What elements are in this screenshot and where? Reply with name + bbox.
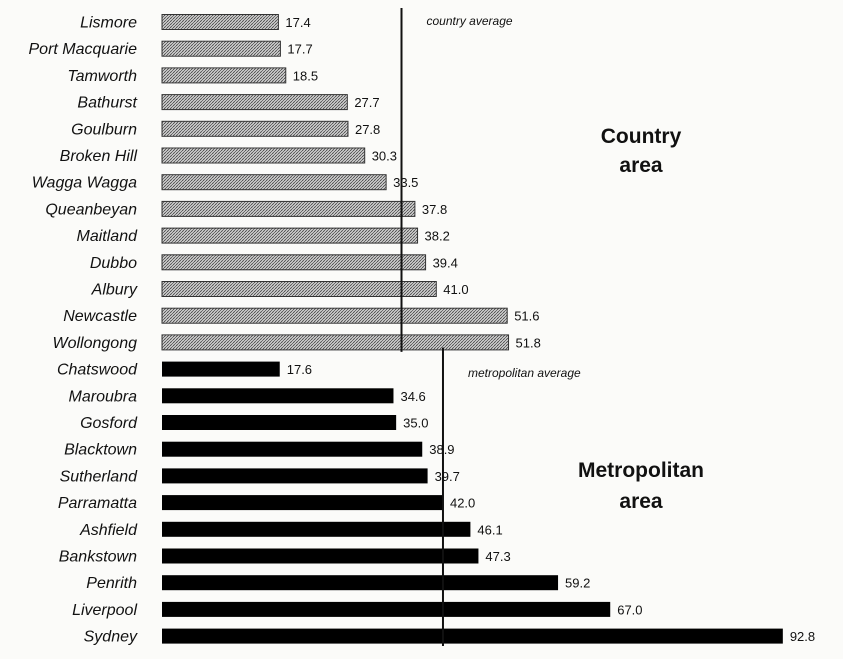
- category-label: Ashfield: [79, 522, 138, 539]
- category-label: Bathurst: [77, 95, 137, 112]
- category-label: Maroubra: [69, 388, 138, 405]
- value-label: 42.0: [450, 496, 475, 511]
- category-label: Sydney: [84, 629, 138, 646]
- category-label: Gosford: [80, 415, 138, 432]
- value-label: 47.3: [485, 549, 510, 564]
- bar-sutherland: [162, 468, 428, 484]
- bar-tamworth: [161, 67, 287, 84]
- value-label: 37.8: [422, 202, 447, 217]
- value-label: 92.8: [790, 629, 815, 644]
- bar-port-macquarie: [161, 40, 281, 57]
- bar-sydney: [162, 628, 783, 644]
- category-label: Wollongong: [53, 335, 138, 352]
- value-label: 33.5: [393, 175, 418, 190]
- bar-parramatta: [162, 495, 443, 511]
- value-label: 59.2: [565, 576, 590, 591]
- metropolitan-average-label: metropolitan average: [468, 366, 581, 380]
- bar-lismore: [161, 14, 279, 30]
- category-label: Wagga Wagga: [32, 175, 137, 192]
- value-label: 27.8: [355, 122, 380, 137]
- category-label: Parramatta: [58, 495, 137, 512]
- category-label: Blacktown: [64, 442, 137, 459]
- bar-goulburn: [161, 120, 349, 137]
- value-label: 39.4: [433, 255, 458, 270]
- value-label: 27.7: [354, 95, 379, 110]
- bar-gosford: [162, 415, 397, 430]
- group-label: area: [619, 490, 663, 513]
- labels-layer: Lismore 17.4 Port Macquarie 17.7 Tamworth 18.…: [29, 14, 816, 646]
- bar-dubbo: [161, 254, 427, 271]
- category-label: Maitland: [77, 228, 139, 245]
- value-label: 34.6: [400, 389, 425, 404]
- value-label: 51.6: [514, 309, 539, 324]
- group-label: area: [619, 154, 663, 177]
- value-label: 67.0: [617, 602, 642, 617]
- value-label: 41.0: [443, 282, 468, 297]
- value-label: 38.2: [425, 229, 450, 244]
- bar-wollongong: [161, 334, 510, 351]
- bar-liverpool: [162, 601, 611, 617]
- bar-ashfield: [162, 521, 471, 537]
- bar-penrith: [162, 575, 559, 591]
- category-label: Lismore: [80, 15, 137, 32]
- bar-bankstown: [162, 548, 479, 564]
- category-label: Chatswood: [57, 362, 138, 379]
- value-label: 17.4: [285, 15, 310, 30]
- value-label: 18.5: [293, 68, 318, 83]
- bar-broken-hill: [161, 147, 366, 164]
- category-label: Goulburn: [71, 121, 137, 138]
- category-label: Dubbo: [90, 255, 137, 272]
- bar-chatswood: [162, 361, 280, 377]
- value-label: 46.1: [477, 522, 502, 537]
- bar-newcastle: [161, 307, 508, 324]
- category-label: Newcastle: [63, 308, 137, 325]
- country-average-label: country average: [427, 14, 513, 28]
- group-label: Metropolitan: [578, 459, 704, 482]
- bar-maroubra: [162, 388, 394, 404]
- value-label: 17.7: [287, 42, 312, 57]
- bar-wagga-wagga: [161, 174, 387, 191]
- bar-blacktown: [162, 441, 423, 457]
- bars-layer: [161, 14, 783, 644]
- category-label: Sutherland: [60, 468, 138, 485]
- value-label: 30.3: [372, 149, 397, 164]
- bar-queanbeyan: [161, 200, 416, 217]
- category-label: Albury: [91, 282, 138, 299]
- bar-bathurst: [161, 94, 348, 111]
- category-label: Broken Hill: [60, 148, 138, 165]
- value-label: 39.7: [435, 469, 460, 484]
- category-label: Port Macquarie: [29, 41, 138, 58]
- category-label: Queanbeyan: [45, 201, 137, 218]
- category-label: Penrith: [86, 575, 137, 592]
- bar-albury: [161, 281, 437, 297]
- value-label: 51.8: [516, 335, 541, 350]
- value-label: 35.0: [403, 416, 428, 431]
- category-label: Bankstown: [59, 549, 137, 566]
- group-label: Country: [601, 125, 682, 148]
- bar-maitland: [161, 227, 419, 244]
- average-lines: [400, 8, 444, 646]
- value-label: 38.9: [429, 442, 454, 457]
- value-label: 17.6: [287, 362, 312, 377]
- category-label: Liverpool: [72, 602, 137, 619]
- category-label: Tamworth: [67, 68, 137, 85]
